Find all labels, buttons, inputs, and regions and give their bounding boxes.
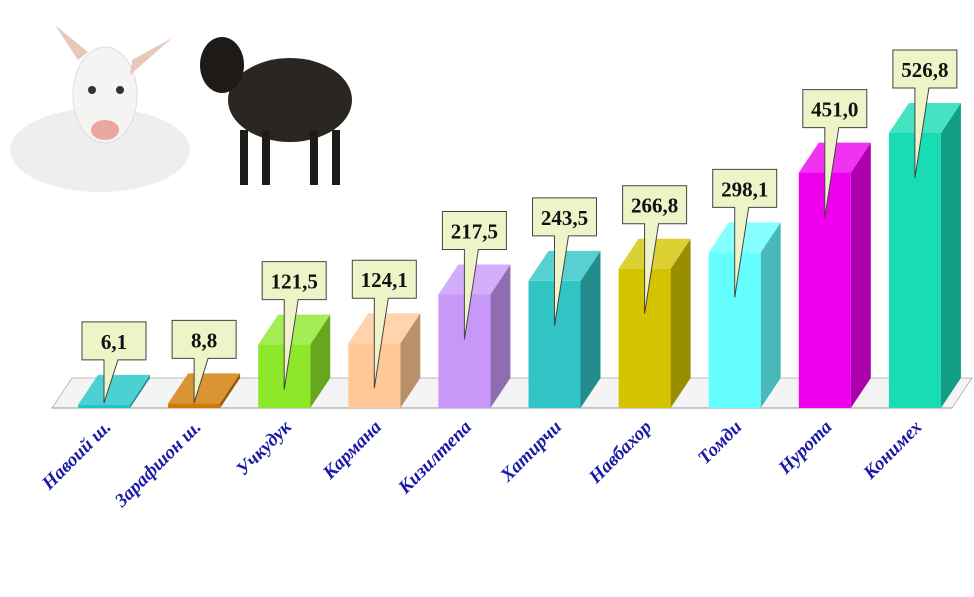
callout: [351, 259, 417, 389]
bar-side: [310, 314, 331, 408]
value-label: 451,0: [811, 98, 858, 122]
bar-top: [708, 222, 781, 253]
bar-side: [400, 313, 421, 408]
animal-illustration: [10, 25, 352, 192]
category-label: Томди: [694, 417, 746, 469]
bar-top: [348, 313, 421, 344]
bar: [78, 404, 130, 408]
category-label: Кизилтепа: [394, 416, 477, 499]
bar-side: [490, 264, 511, 408]
callout: [532, 197, 597, 326]
callout: [171, 319, 237, 404]
bar-top: [798, 142, 871, 173]
value-label: 6,1: [101, 330, 127, 354]
value-label: 298,1: [721, 177, 768, 201]
bar-top: [258, 314, 331, 345]
category-label: Кармана: [318, 416, 386, 484]
category-label: Зарафшон ш.: [110, 417, 205, 512]
value-label: 266,8: [631, 194, 678, 218]
callout: [441, 210, 507, 340]
category-label: Нурота: [774, 416, 837, 479]
bar-top: [78, 374, 150, 405]
callout: [892, 49, 958, 179]
value-label: 243,5: [541, 206, 588, 230]
callout: [622, 185, 688, 314]
bar-side: [940, 103, 961, 408]
callout: [261, 261, 327, 390]
category-label: Конимех: [859, 416, 927, 484]
bar-top: [528, 250, 601, 281]
callout: [81, 321, 147, 404]
value-label: 217,5: [451, 219, 498, 243]
bar: [168, 403, 221, 408]
bar-side: [760, 222, 781, 408]
bar-top: [888, 103, 961, 133]
category-label: Навоий ш.: [37, 417, 115, 495]
bar-side: [670, 238, 691, 408]
bar-side: [580, 250, 601, 408]
bar-top: [438, 264, 511, 295]
value-label: 8,8: [191, 328, 217, 352]
bar-top: [618, 238, 691, 269]
bar-side: [850, 142, 871, 408]
value-label: 526,8: [901, 58, 948, 82]
value-label: 124,1: [361, 268, 408, 292]
bar: [888, 133, 941, 408]
category-label: Учкудук: [232, 416, 296, 480]
value-label: 121,5: [271, 270, 318, 294]
bar-side: [220, 373, 241, 408]
bar-side: [130, 374, 150, 408]
category-label: Навбахор: [584, 417, 656, 489]
category-label: Хатирчи: [496, 417, 566, 487]
callout: [802, 89, 868, 218]
callout: [712, 168, 778, 298]
bar-top: [168, 373, 241, 404]
